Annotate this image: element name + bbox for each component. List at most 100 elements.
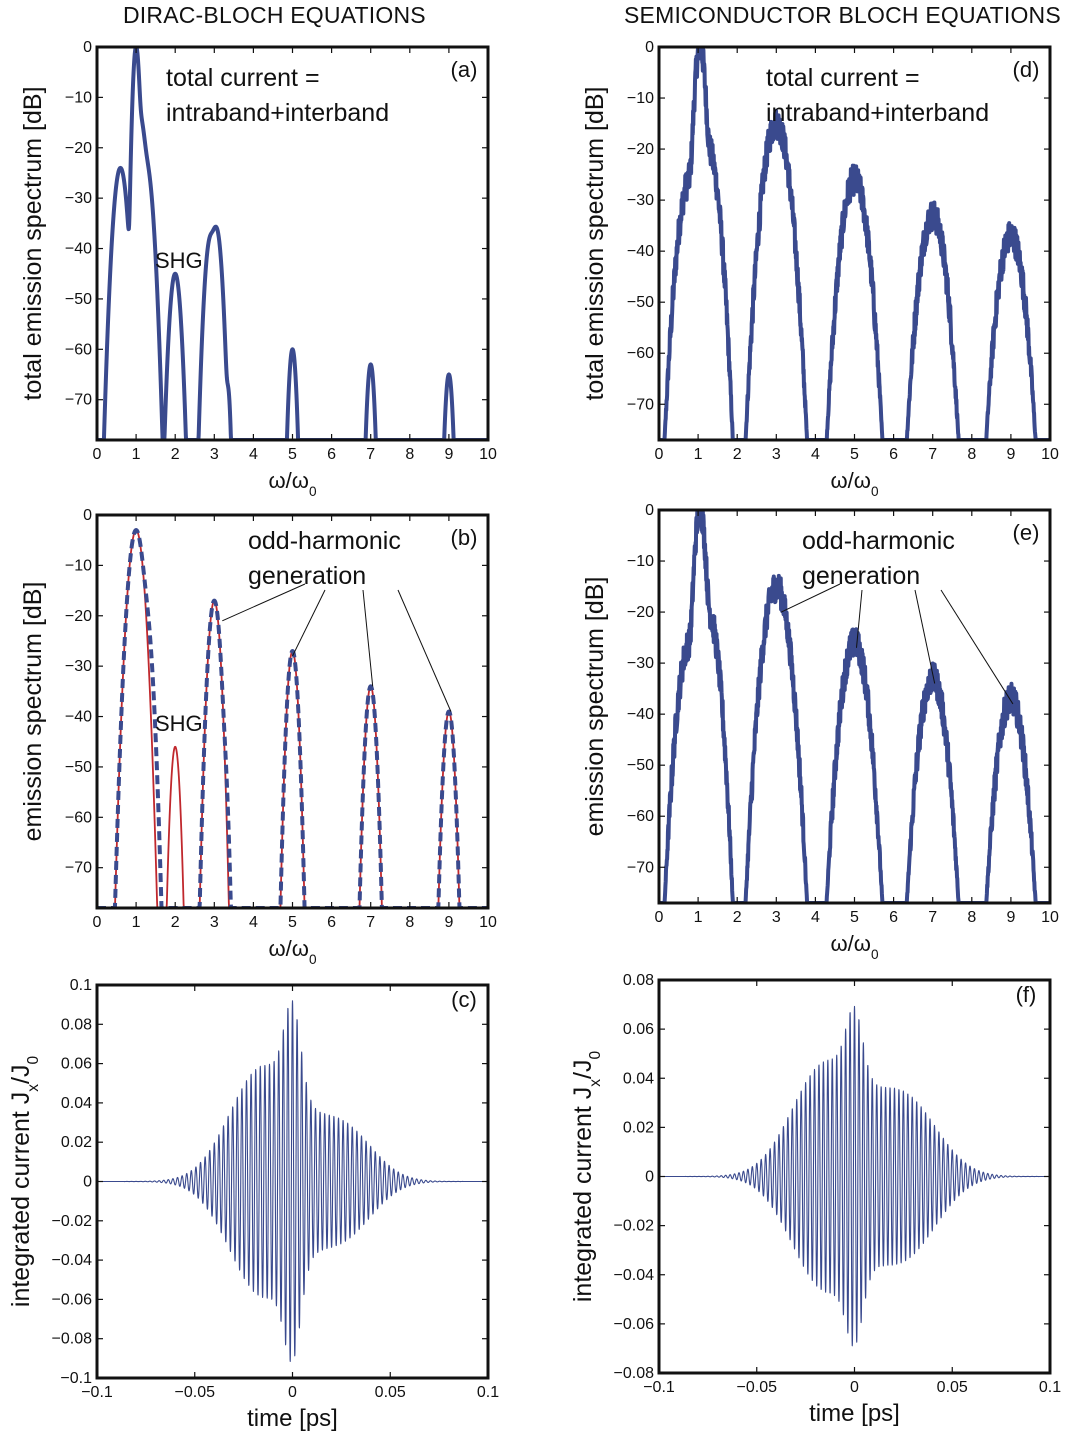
y-tick-label: −70 [627, 396, 654, 413]
x-tick-label: 10 [479, 914, 497, 931]
x-tick-label: 9 [444, 446, 453, 463]
y-tick-label: −0.02 [614, 1218, 655, 1235]
annotation-pointer-line [781, 583, 841, 613]
y-tick-label: 0 [83, 1174, 92, 1191]
annotation-pointer-line [397, 589, 452, 712]
y-tick-label: −40 [627, 243, 654, 260]
series-line-b-1 [97, 528, 488, 908]
y-tick-label: −10 [627, 90, 654, 107]
y-tick-label: −0.08 [614, 1365, 655, 1382]
x-tick-label: −0.05 [175, 1384, 216, 1401]
title-dirac-bloch: DIRAC-BLOCH EQUATIONS [123, 2, 426, 28]
x-tick-label: 7 [366, 914, 375, 931]
x-tick-label: 0.05 [937, 1379, 968, 1396]
y-tick-label: −0.06 [614, 1316, 655, 1333]
y-tick-label: −40 [65, 709, 92, 726]
x-axis-label: ω/ω0 [268, 936, 316, 967]
x-tick-label: 9 [1006, 446, 1015, 463]
panel-label: (e) [1013, 520, 1040, 545]
x-tick-label: 0 [93, 446, 102, 463]
x-axis-label: ω/ω0 [830, 468, 878, 499]
y-tick-label: −20 [627, 604, 654, 621]
y-axis-label: integrated current Jx/J0 [569, 1051, 604, 1303]
y-tick-label: −0.04 [52, 1252, 93, 1269]
x-tick-label: 0 [288, 1384, 297, 1401]
series-line-c-0 [97, 1000, 488, 1363]
x-tick-label: 0 [850, 1379, 859, 1396]
y-tick-label: −30 [65, 658, 92, 675]
y-tick-label: 0.08 [623, 972, 654, 989]
annotation-odd-harmonic: odd-harmonic [248, 527, 401, 555]
y-tick-label: −0.08 [52, 1331, 93, 1348]
x-tick-label: 10 [479, 446, 497, 463]
x-tick-label: 4 [249, 446, 258, 463]
y-tick-label: −50 [627, 757, 654, 774]
title-semiconductor-bloch: SEMICONDUCTOR BLOCH EQUATIONS [624, 2, 1061, 28]
chart-panel-d: 0 1 2 3 4 5 6 7 8 9 10 0 −10 −20 −30 −40 −50 −60 −70 ω/ω0 to… [581, 39, 1059, 499]
y-axis-label: integrated current Jx/J0 [7, 1056, 42, 1308]
y-tick-label: −50 [65, 291, 92, 308]
x-tick-label: 0 [655, 446, 664, 463]
y-tick-label: −60 [65, 341, 92, 358]
panel-label: (c) [451, 987, 477, 1012]
x-axis-label: time [ps] [809, 1400, 900, 1427]
y-tick-label: −0.1 [60, 1370, 92, 1387]
annotation-intraband-interband: intraband+interband [166, 99, 389, 127]
annotation-pointer-line [856, 589, 863, 648]
y-tick-label: −20 [65, 608, 92, 625]
y-tick-label: 0.1 [70, 977, 92, 994]
annotation-generation: generation [802, 562, 920, 590]
x-axis-label: ω/ω0 [830, 931, 878, 962]
x-axis-label: time [ps] [247, 1405, 338, 1431]
y-axis-label: total emission spectrum [dB] [19, 86, 47, 400]
x-tick-label: 3 [772, 909, 781, 926]
y-axis-label: emission spectrum [dB] [581, 577, 609, 837]
x-tick-label: 9 [1006, 909, 1015, 926]
y-tick-label: −30 [627, 192, 654, 209]
y-axis-label: total emission spectrum [dB] [581, 86, 609, 400]
y-tick-label: 0.02 [623, 1119, 654, 1136]
y-tick-label: −0.06 [52, 1291, 93, 1308]
x-tick-label: 0.1 [1039, 1379, 1061, 1396]
x-tick-label: 8 [405, 446, 414, 463]
y-tick-label: −50 [627, 294, 654, 311]
annotation-pointer-line [362, 589, 374, 687]
y-tick-label: 0 [83, 507, 92, 524]
series-line-a-0 [97, 47, 488, 440]
panel-label: (b) [451, 525, 478, 550]
y-tick-label: −60 [627, 345, 654, 362]
panel-label: (a) [451, 57, 478, 82]
annotation-pointer-line [940, 589, 1014, 705]
annotation-total-current: total current = [166, 64, 320, 92]
y-tick-label: −40 [627, 706, 654, 723]
x-tick-label: −0.1 [643, 1379, 675, 1396]
y-tick-label: −70 [627, 859, 654, 876]
x-tick-label: 5 [288, 446, 297, 463]
x-tick-label: 2 [171, 914, 180, 931]
y-tick-label: −20 [65, 140, 92, 157]
annotation-pointer-line [222, 583, 306, 622]
series-line-e-0 [659, 510, 1050, 903]
x-tick-label: 2 [171, 446, 180, 463]
x-tick-label: 0 [93, 914, 102, 931]
chart-panel-f: −0.1 −0.05 0 0.05 0.1 0.08 0.06 0.04 0.02 0 −0.02 −… [569, 972, 1061, 1427]
x-tick-label: 6 [327, 446, 336, 463]
x-tick-label: 1 [132, 446, 141, 463]
y-tick-label: −70 [65, 392, 92, 409]
x-tick-label: 10 [1041, 446, 1059, 463]
y-tick-label: −10 [65, 557, 92, 574]
x-tick-label: 1 [694, 909, 703, 926]
x-tick-label: 6 [889, 446, 898, 463]
x-tick-label: 6 [327, 914, 336, 931]
x-tick-label: 3 [210, 914, 219, 931]
annotation-total-current: total current = [766, 64, 920, 92]
y-tick-label: −40 [65, 241, 92, 258]
series-line-f-0 [659, 1005, 1050, 1347]
x-tick-label: 0.1 [477, 1384, 499, 1401]
x-tick-label: 8 [967, 909, 976, 926]
y-tick-label: 0 [645, 1169, 654, 1186]
y-tick-label: 0.06 [623, 1021, 654, 1038]
x-tick-label: 2 [733, 446, 742, 463]
chart-panel-b: 0 1 2 3 4 5 6 7 8 9 10 0 −10 −20 −30 −40 −50 −60 −70 ω/ω0 em… [19, 507, 497, 967]
